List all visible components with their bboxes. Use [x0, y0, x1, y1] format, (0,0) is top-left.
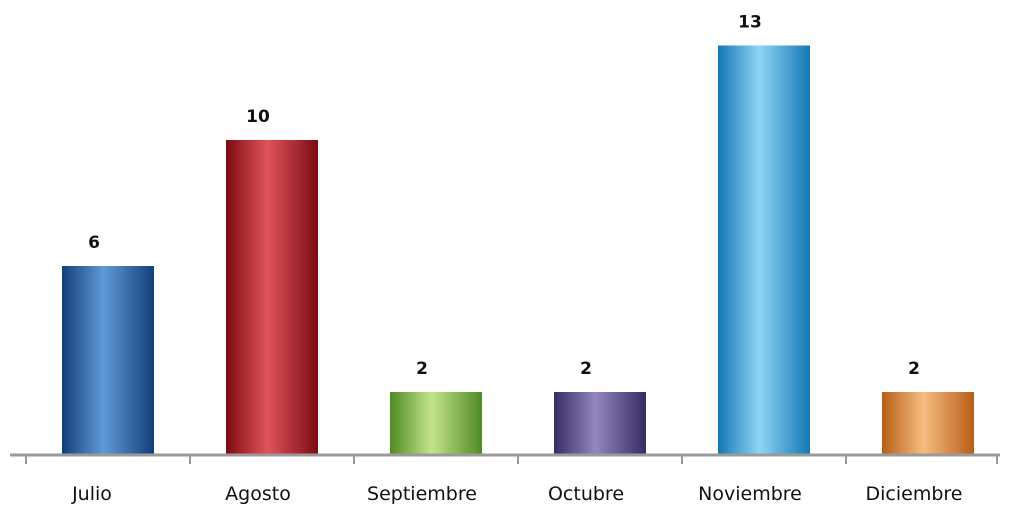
category-label-octubre: Octubre [548, 483, 624, 505]
bars-layer [62, 45, 974, 455]
bar-agosto [226, 140, 318, 455]
bar-septiembre [390, 392, 482, 455]
category-label-agosto: Agosto [225, 483, 291, 505]
value-label-julio: 6 [88, 233, 100, 253]
category-label-noviembre: Noviembre [698, 483, 802, 505]
value-label-agosto: 10 [246, 107, 270, 127]
bar-julio [62, 266, 154, 455]
bar-noviembre [718, 45, 810, 455]
category-label-julio: Julio [71, 483, 112, 505]
labels-layer: 6 10 2 2 13 2 Julio Agosto Septiembre Octubre Novi… [71, 13, 962, 506]
value-label-noviembre: 13 [738, 13, 762, 33]
value-label-diciembre: 2 [908, 359, 920, 379]
value-label-octubre: 2 [580, 359, 592, 379]
category-label-septiembre: Septiembre [367, 483, 477, 505]
bar-diciembre [882, 392, 974, 455]
category-label-diciembre: Diciembre [866, 483, 963, 505]
value-label-septiembre: 2 [416, 359, 428, 379]
x-axis [10, 453, 1000, 464]
bar-octubre [554, 392, 646, 455]
